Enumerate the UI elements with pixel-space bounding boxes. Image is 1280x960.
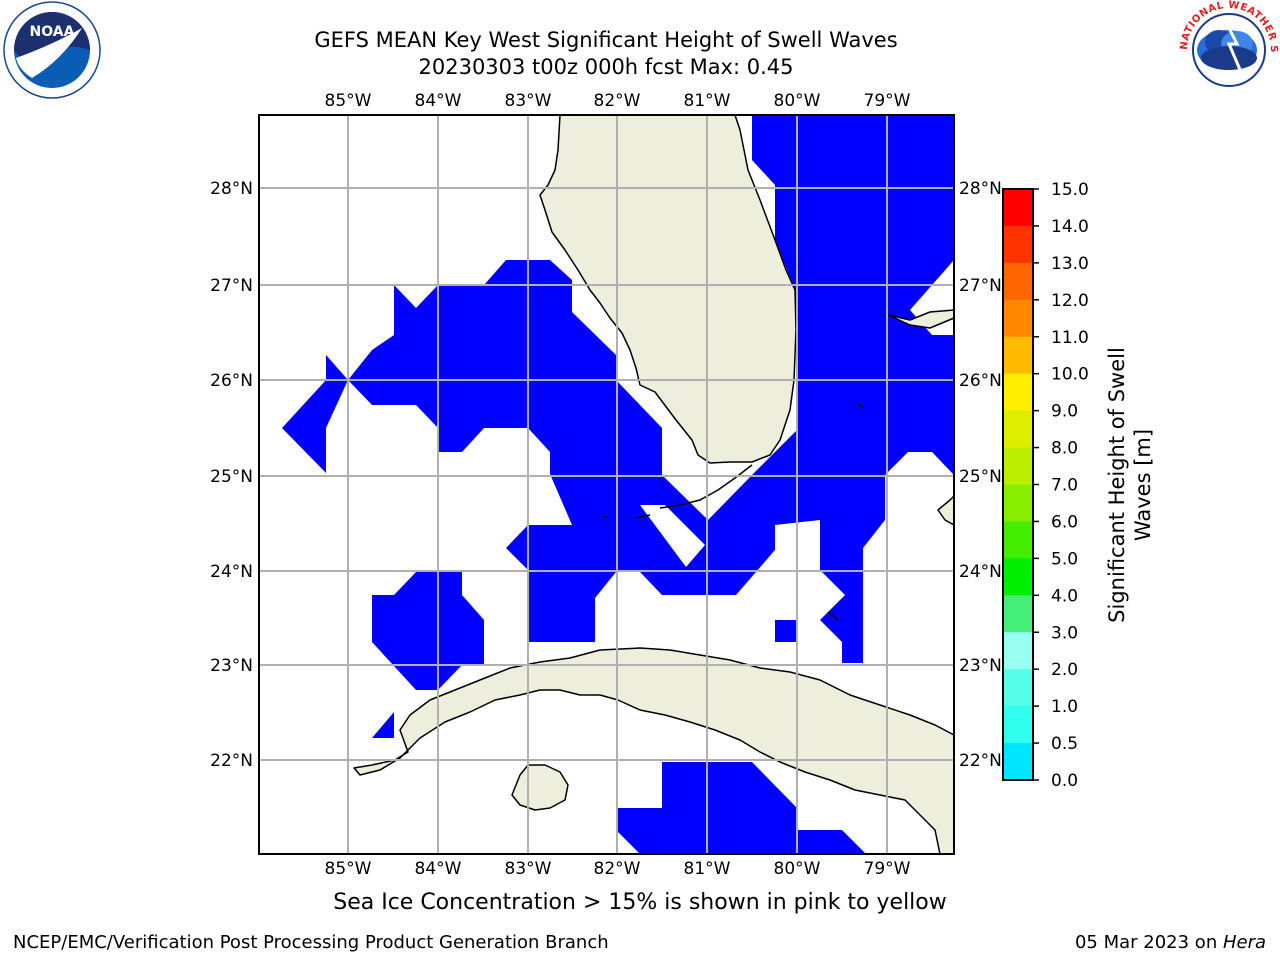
lat-label: 26°N [959, 371, 1002, 391]
lon-label: 85°W [325, 859, 372, 879]
colorbar-ticks: 15.0 14.0 13.0 12.0 11.0 10.0 9.0 8.0 7.0 6.0 5.0 4… [1033, 180, 1089, 791]
colorbar-tick-label: 2.0 [1051, 660, 1078, 680]
colorbar-tick-label: 0.5 [1051, 734, 1078, 754]
colorbar-label-line1: Significant Height of Swell [1105, 347, 1129, 623]
colorbar-tick-label: 3.0 [1051, 623, 1078, 643]
colorbar-segment [1003, 558, 1033, 596]
lat-label: 22°N [210, 751, 253, 771]
lat-label: 27°N [210, 276, 253, 296]
lon-label: 84°W [415, 859, 462, 879]
lat-label: 28°N [210, 179, 253, 199]
nws-logo: NATIONAL WEATHER SERVICE [1179, 0, 1279, 98]
colorbar [1002, 188, 1034, 781]
colorbar-segment [1003, 669, 1033, 707]
colorbar-segment [1003, 189, 1033, 227]
colorbar-tick-label: 13.0 [1051, 254, 1089, 274]
colorbar-segment [1003, 447, 1033, 485]
colorbar-segment [1003, 262, 1033, 301]
lat-label: 23°N [959, 656, 1002, 676]
plot-subtitle: 20230303 t00z 000h fcst Max: 0.45 [418, 55, 794, 79]
noaa-logo: NOAA [3, 1, 101, 99]
lon-label: 83°W [505, 859, 552, 879]
map-area [259, 115, 954, 854]
svg-text:NOAA: NOAA [30, 24, 75, 40]
colorbar-label-line2: Waves [m] [1131, 429, 1155, 541]
map-frame [258, 114, 955, 855]
footer-date-text: 05 Mar 2023 on [1074, 932, 1223, 953]
colorbar-tick-label: 9.0 [1051, 402, 1078, 422]
lon-labels-bottom: 85°W 84°W 83°W 82°W 81°W 80°W 79°W [325, 859, 911, 879]
colorbar-segment [1003, 373, 1033, 412]
lat-label: 23°N [210, 656, 253, 676]
colorbar-segment [1003, 743, 1033, 781]
colorbar-tick-label: 15.0 [1051, 180, 1089, 200]
lat-label: 25°N [959, 467, 1002, 487]
lon-label: 79°W [864, 859, 911, 879]
lat-label: 22°N [959, 751, 1002, 771]
lon-label: 81°W [684, 91, 731, 111]
land [353, 115, 954, 854]
colorbar-segment [1003, 225, 1033, 264]
lat-label: 24°N [959, 562, 1002, 582]
colorbar-segment [1003, 336, 1033, 375]
colorbar-tick-label: 8.0 [1051, 439, 1078, 459]
colorbar-tick-label: 7.0 [1051, 476, 1078, 496]
lat-label: 25°N [210, 467, 253, 487]
lon-label: 80°W [774, 859, 821, 879]
lat-label: 27°N [959, 276, 1002, 296]
colorbar-tick-label: 14.0 [1051, 217, 1089, 237]
lon-label: 81°W [684, 859, 731, 879]
footer-date: 05 Mar 2023 on Hera [1075, 932, 1266, 953]
colorbar-tick-label: 0.0 [1051, 771, 1078, 791]
footer-host: Hera [1222, 932, 1266, 953]
colorbar-segment [1003, 410, 1033, 449]
plot-title: GEFS MEAN Key West Significant Height of… [314, 28, 898, 52]
colorbar-tick-label: 4.0 [1051, 586, 1078, 606]
lon-labels-top: 85°W 84°W 83°W 82°W 81°W 80°W 79°W [325, 91, 911, 111]
lon-label: 85°W [325, 91, 372, 111]
lon-label: 82°W [594, 859, 641, 879]
colorbar-segment [1003, 299, 1033, 338]
footer-credit: NCEP/EMC/Verification Post Processing Pr… [13, 932, 609, 953]
lon-label: 79°W [864, 91, 911, 111]
lon-label: 82°W [594, 91, 641, 111]
lat-label: 24°N [210, 562, 253, 582]
lat-label: 26°N [210, 371, 253, 391]
colorbar-segment [1003, 632, 1033, 670]
lon-label: 84°W [415, 91, 462, 111]
lat-label: 28°N [959, 179, 1002, 199]
colorbar-tick-label: 12.0 [1051, 291, 1089, 311]
graticule [259, 115, 954, 854]
colorbar-segment [1003, 595, 1033, 633]
sea-ice-note: Sea Ice Concentration > 15% is shown in … [333, 890, 947, 915]
colorbar-segment [1003, 706, 1033, 744]
lon-label: 83°W [505, 91, 552, 111]
colorbar-tick-label: 5.0 [1051, 549, 1078, 569]
colorbar-tick-label: 11.0 [1051, 328, 1089, 348]
colorbar-segment [1003, 521, 1033, 559]
lat-labels-left: 28°N 27°N 26°N 25°N 24°N 23°N 22°N [210, 179, 253, 771]
colorbar-tick-label: 10.0 [1051, 365, 1089, 385]
lat-labels-right: 28°N 27°N 26°N 25°N 24°N 23°N 22°N [959, 179, 1002, 771]
colorbar-segment [1003, 484, 1033, 522]
colorbar-tick-label: 6.0 [1051, 512, 1078, 532]
colorbar-tick-label: 1.0 [1051, 697, 1078, 717]
lon-label: 80°W [774, 91, 821, 111]
